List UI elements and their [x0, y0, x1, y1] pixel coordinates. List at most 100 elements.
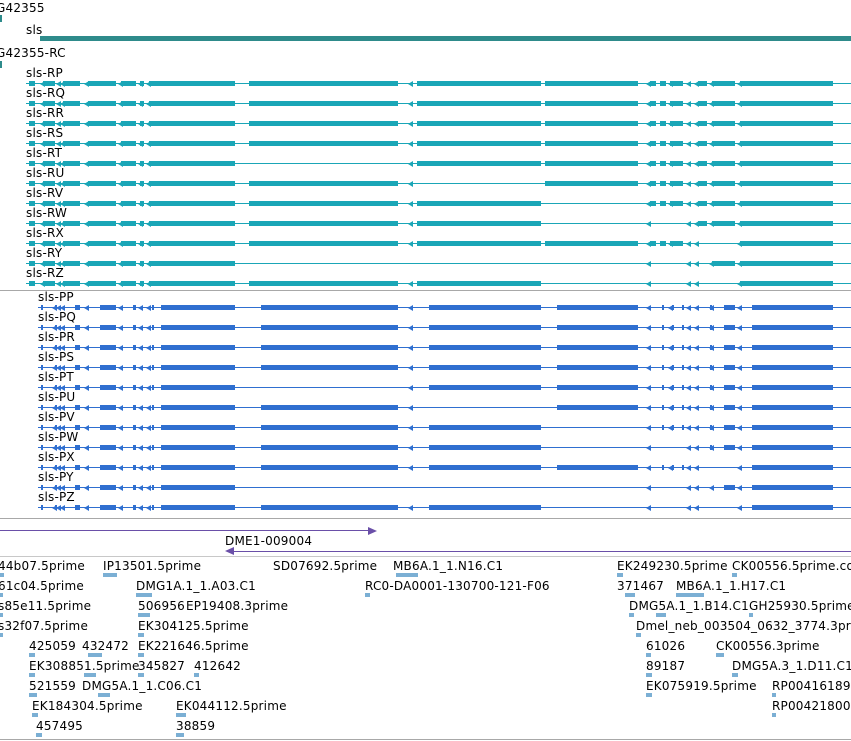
strand-arrow-icon — [737, 260, 742, 267]
protein-transcript-label[interactable]: sls-PY — [38, 470, 74, 484]
est-label[interactable]: MB6A.1_1.N16.C1 — [393, 559, 504, 573]
est-label[interactable]: 412642 — [194, 659, 242, 673]
rna-transcript-label[interactable]: sls-RW — [26, 206, 68, 220]
rna-transcript-label[interactable]: sls-RU — [26, 166, 65, 180]
protein-transcript-label[interactable]: sls-PZ — [38, 490, 75, 504]
rna-transcript-label[interactable]: sls-RZ — [26, 266, 64, 280]
exon-block — [100, 385, 116, 390]
strand-arrow-icon — [668, 384, 673, 391]
est-label[interactable]: EK304125.5prime — [138, 619, 249, 633]
est-label[interactable]: EK044112.5prime — [176, 699, 287, 713]
est-label[interactable]: 371467 — [617, 579, 665, 593]
strand-arrow-icon — [408, 120, 413, 127]
exon-block — [63, 141, 80, 146]
est-label[interactable]: RP00421800 — [772, 699, 851, 713]
strand-arrow-icon — [646, 384, 651, 391]
est-label[interactable]: EK184304.5prime — [32, 699, 143, 713]
est-label[interactable]: DMG1A.1_1.A03.C1 — [136, 579, 256, 593]
rna-transcript-label[interactable]: sls-RY — [26, 246, 63, 260]
protein-transcript-label[interactable]: sls-PR — [38, 330, 75, 344]
strand-arrow-icon — [646, 304, 651, 311]
rna-transcript-label[interactable]: sls-RR — [26, 106, 65, 120]
est-label[interactable]: Dmel_neb_003504_0632_3774.3pri — [636, 619, 851, 633]
protein-transcript-label[interactable]: sls-PT — [38, 370, 74, 384]
strand-arrow-icon — [60, 80, 65, 87]
est-glyph — [176, 733, 184, 737]
exon-block — [650, 161, 656, 166]
est-label[interactable]: 425059 — [29, 639, 77, 653]
strand-arrow-icon — [709, 180, 714, 187]
est-label[interactable]: EK075919.5prime — [646, 679, 757, 693]
est-label[interactable]: 521559 — [29, 679, 77, 693]
est-label[interactable]: 38859 — [176, 719, 216, 733]
strand-arrow-icon — [138, 424, 143, 431]
est-label[interactable]: EK221646.5prime — [138, 639, 249, 653]
rna-transcript-label[interactable]: sls-RX — [26, 226, 64, 240]
strand-arrow-icon — [60, 384, 65, 391]
rna-transcript-label[interactable]: sls-RP — [26, 66, 63, 80]
est-label[interactable]: DMG5A.3_1.D11.C1 — [732, 659, 851, 673]
est-label[interactable]: IP13501.5prime — [103, 559, 202, 573]
strand-arrow-icon — [709, 484, 714, 491]
protein-transcript-label[interactable]: sls-PU — [38, 390, 76, 404]
rna-transcript-label[interactable]: sls-RQ — [26, 86, 66, 100]
est-label[interactable]: 61c04.5prime — [0, 579, 84, 593]
est-label[interactable]: RP00416189 — [772, 679, 851, 693]
exon-block — [650, 201, 656, 206]
protein-transcript-label[interactable]: sls-PP — [38, 290, 74, 304]
strand-arrow-icon — [646, 504, 651, 511]
protein-transcript-label[interactable]: sls-PX — [38, 450, 75, 464]
est-label[interactable]: s32f07.5prime — [0, 619, 89, 633]
est-label[interactable]: 89187 — [646, 659, 686, 673]
protein-transcript-label[interactable]: sls-PW — [38, 430, 79, 444]
intron-line — [26, 263, 851, 264]
protein-transcript-label[interactable]: sls-PS — [38, 350, 75, 364]
est-label[interactable]: 432472 — [82, 639, 130, 653]
exon-block — [261, 465, 398, 470]
exon-block — [41, 345, 43, 350]
strand-arrow-icon — [686, 80, 691, 87]
est-label[interactable]: EP19408.3prime — [186, 599, 289, 613]
exon-block — [149, 101, 235, 106]
exon-block — [29, 241, 35, 246]
est-label[interactable]: SD07692.5prime — [273, 559, 378, 573]
strand-arrow-icon — [408, 384, 413, 391]
exon-block — [712, 201, 735, 206]
est-label[interactable]: 61026 — [646, 639, 686, 653]
strand-arrow-icon — [118, 404, 123, 411]
est-label[interactable]: 1.5prime — [84, 659, 140, 673]
exon-block — [249, 101, 398, 106]
est-label[interactable]: s85e11.5prime — [0, 599, 92, 613]
est-label[interactable]: EK249230.5prime — [617, 559, 728, 573]
rna-transcript-label[interactable]: sls-RV — [26, 186, 64, 200]
protein-transcript-label[interactable]: sls-PV — [38, 410, 75, 424]
est-label[interactable]: RC0-DA0001-130700-121-F06 — [365, 579, 550, 593]
est-label[interactable]: 457495 — [36, 719, 84, 733]
est-glyph — [88, 653, 102, 657]
est-label[interactable]: GH25930.5prime — [749, 599, 851, 613]
exon-block — [149, 141, 235, 146]
exon-block — [152, 465, 154, 470]
rna-transcript-label[interactable]: sls-RS — [26, 126, 64, 140]
rna-transcript-label[interactable]: sls-RT — [26, 146, 63, 160]
est-glyph — [625, 593, 635, 597]
est-label[interactable]: 345827 — [138, 659, 186, 673]
est-label[interactable]: CK00556.3prime — [716, 639, 820, 653]
exon-block — [670, 101, 683, 106]
est-label[interactable]: CK00556.5prime.co — [732, 559, 851, 573]
est-label[interactable]: 44b07.5prime — [0, 559, 85, 573]
prediction-label[interactable]: DME1-009004 — [225, 534, 313, 548]
est-label[interactable]: DMG5A.1_1.B14.C1 — [629, 599, 749, 613]
strand-arrow-icon — [60, 240, 65, 247]
est-label[interactable]: EK30885 — [29, 659, 85, 673]
strand-arrow-icon — [56, 220, 61, 227]
gene-span-bar[interactable] — [40, 36, 851, 41]
strand-arrow-icon — [668, 464, 673, 471]
est-label[interactable]: DMG5A.1_1.C06.C1 — [82, 679, 203, 693]
est-label[interactable]: 506956 — [138, 599, 186, 613]
protein-transcript-label[interactable]: sls-PQ — [38, 310, 77, 324]
strand-arrow-icon — [737, 484, 742, 491]
exon-block — [152, 325, 154, 330]
exon-block — [133, 485, 136, 490]
est-label[interactable]: MB6A.1_1.H17.C1 — [676, 579, 787, 593]
